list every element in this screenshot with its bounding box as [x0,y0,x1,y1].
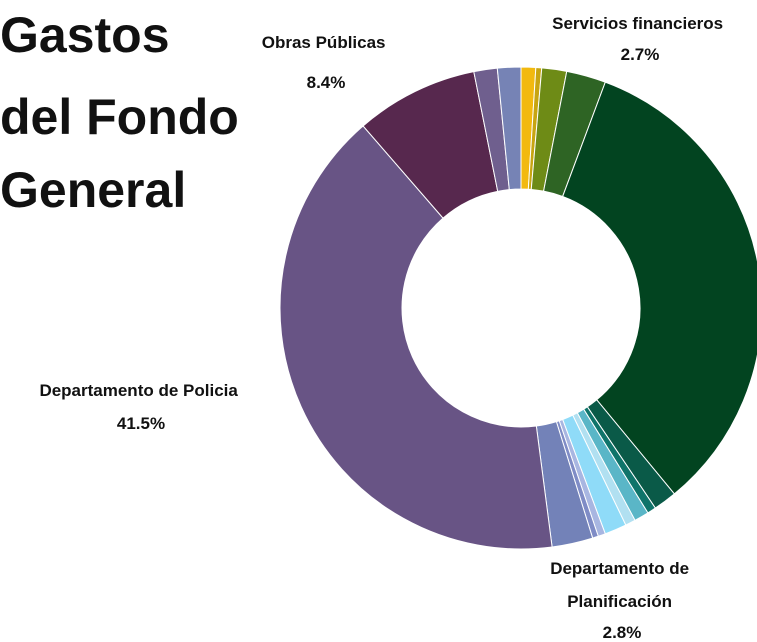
label-departamento-policia-name: Departamento de Policia [39,381,238,400]
label-servicios-financieros: Servicios financieros 2.7% [552,14,728,64]
slice-14 [279,125,553,550]
label-departamento-policia: Departamento de Policia 41.5% [39,381,242,433]
label-obras-publicas: Obras Públicas 8.4% [262,33,391,92]
title-line-3: General [0,162,187,218]
title-line-1: Gastos [0,7,170,63]
label-obras-publicas-name: Obras Públicas [262,33,386,52]
label-departamento-planificacion: Departamento de Planificación 2.8% [550,559,694,642]
label-departamento-planificacion-name-2: Planificación [567,592,672,611]
label-departamento-policia-value: 41.5% [117,414,165,433]
slice-17 [496,66,522,191]
title-line-2: del Fondo [0,89,239,145]
donut-slices [279,66,757,550]
label-servicios-financieros-name: Servicios financieros [552,14,723,33]
label-servicios-financieros-value: 2.7% [621,45,660,64]
label-departamento-planificacion-value: 2.8% [603,623,642,642]
slice-5 [561,81,757,495]
label-departamento-planificacion-name: Departamento de [550,559,689,578]
label-obras-publicas-value: 8.4% [307,73,346,92]
